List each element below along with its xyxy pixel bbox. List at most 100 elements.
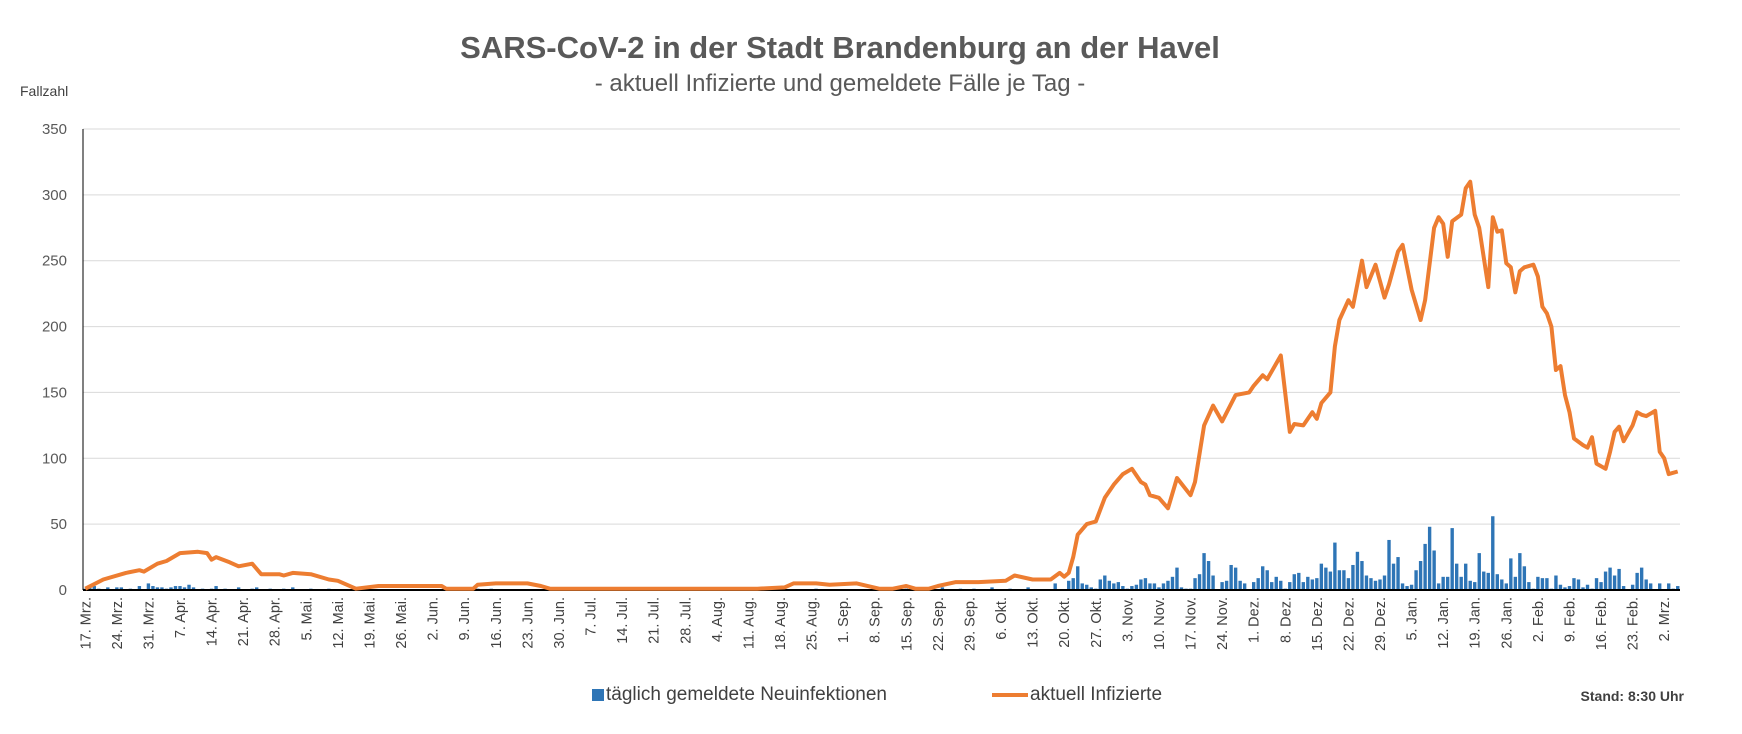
- bar-series-new-infections: [83, 516, 1680, 590]
- bar: [1667, 583, 1671, 590]
- x-tick-label: 24. Nov.: [1215, 597, 1231, 650]
- bar: [1116, 582, 1121, 590]
- bar: [1500, 579, 1504, 590]
- bar: [1445, 576, 1450, 590]
- x-tick-label: 15. Sep.: [899, 597, 915, 651]
- bar: [1346, 578, 1351, 590]
- bar: [115, 587, 119, 590]
- bar: [1527, 582, 1531, 590]
- x-tick-label: 22. Sep.: [931, 597, 947, 651]
- x-tick-label: 12. Jan.: [1436, 597, 1452, 649]
- bar: [1630, 584, 1635, 590]
- bar: [92, 586, 96, 590]
- bar: [1639, 567, 1644, 590]
- bar: [173, 586, 178, 590]
- y-tick-label: 150: [42, 384, 67, 401]
- x-tick-label: 1. Dez.: [1247, 597, 1263, 643]
- bar: [1288, 582, 1292, 590]
- bar: [291, 587, 295, 590]
- bar: [1423, 543, 1427, 590]
- bar: [1342, 570, 1346, 590]
- legend-bar-swatch: [592, 689, 604, 701]
- x-tick-label: 26. Mai.: [394, 597, 410, 649]
- bar: [1418, 561, 1423, 590]
- bar: [1157, 587, 1161, 590]
- x-tick-label: 8. Sep.: [868, 597, 884, 643]
- bar: [1464, 563, 1468, 590]
- x-tick-label: 2. Mrz.: [1657, 597, 1673, 641]
- bar: [1256, 578, 1260, 590]
- legend-label-current-infected: aktuell Infizierte: [1030, 684, 1163, 705]
- bar: [1585, 584, 1590, 590]
- bar: [151, 586, 155, 590]
- x-tick-label: 2. Feb.: [1531, 597, 1547, 642]
- x-tick-label: 17. Mrz.: [78, 597, 94, 649]
- bar: [1373, 580, 1378, 590]
- x-tick-label: 23. Feb.: [1626, 597, 1642, 650]
- bar: [1405, 586, 1409, 590]
- bar: [1206, 561, 1211, 590]
- footnote-timestamp: Stand: 8:30 Uhr: [1580, 688, 1684, 704]
- bar: [1391, 563, 1396, 590]
- x-tick-label: 30. Jun.: [552, 597, 568, 649]
- legend-item-new-infections: täglich gemeldete Neuinfektionen: [592, 684, 887, 706]
- bar: [1148, 583, 1152, 590]
- legend-item-current-infected: aktuell Infizierte: [992, 684, 1162, 706]
- bar: [1621, 586, 1626, 590]
- x-tick-label: 22. Dez.: [1341, 597, 1357, 651]
- bar: [1076, 566, 1080, 590]
- bar: [1089, 587, 1093, 590]
- bar: [1355, 551, 1360, 590]
- x-tick-label: 29. Sep.: [962, 597, 978, 651]
- bar: [254, 587, 259, 590]
- x-tick-label: 5. Mai.: [299, 597, 315, 641]
- bar: [1301, 582, 1305, 590]
- bar: [1648, 583, 1653, 590]
- bar: [1360, 561, 1364, 590]
- x-tick-label: 14. Apr.: [205, 597, 221, 646]
- bar: [1310, 579, 1315, 590]
- bar: [1396, 557, 1400, 590]
- legend-label-new-infections: täglich gemeldete Neuinfektionen: [606, 684, 887, 705]
- bar: [1454, 563, 1459, 590]
- x-tick-label: 6. Okt.: [994, 597, 1010, 640]
- bar: [1644, 579, 1648, 590]
- bar: [1495, 574, 1499, 590]
- bar: [940, 587, 945, 590]
- x-tick-label: 2. Jun.: [426, 597, 442, 641]
- bar: [1414, 570, 1418, 590]
- bar: [1477, 553, 1481, 590]
- x-tick-label: 8. Dez.: [1278, 597, 1294, 643]
- bar: [1085, 584, 1089, 590]
- x-tick-label: 24. Mrz.: [110, 597, 126, 649]
- y-tick-labels: 0 50 100 150 200 250 300 350: [42, 121, 67, 599]
- x-tick-label: 25. Aug.: [805, 597, 821, 650]
- bar: [1554, 575, 1558, 590]
- x-tick-label: 9. Feb.: [1562, 597, 1578, 642]
- bar: [1265, 570, 1269, 590]
- bar: [1324, 567, 1328, 590]
- bar: [1540, 578, 1545, 590]
- x-tick-labels: 17. Mrz. 24. Mrz. 31. Mrz. 7. Apr. 14. Apr. 2…: [78, 597, 1673, 651]
- bar: [1152, 583, 1157, 590]
- bar: [1297, 572, 1301, 590]
- bar: [1364, 575, 1369, 590]
- bar: [1270, 582, 1274, 590]
- bar: [1319, 563, 1324, 590]
- x-tick-label: 10. Nov.: [1152, 597, 1168, 650]
- bar: [1427, 526, 1432, 590]
- bar: [1080, 583, 1084, 590]
- y-tick-label: 100: [42, 450, 67, 467]
- y-tick-label: 250: [42, 253, 67, 270]
- bar: [1513, 576, 1518, 590]
- x-tick-label: 31. Mrz.: [141, 597, 157, 649]
- x-tick-label: 14. Jul.: [615, 597, 631, 644]
- bar: [1658, 583, 1662, 590]
- bar: [1482, 571, 1486, 590]
- bar: [1161, 583, 1166, 590]
- bar: [146, 583, 151, 590]
- x-tick-label: 20. Okt.: [1057, 597, 1073, 648]
- bar: [160, 587, 164, 590]
- bar: [1599, 582, 1603, 590]
